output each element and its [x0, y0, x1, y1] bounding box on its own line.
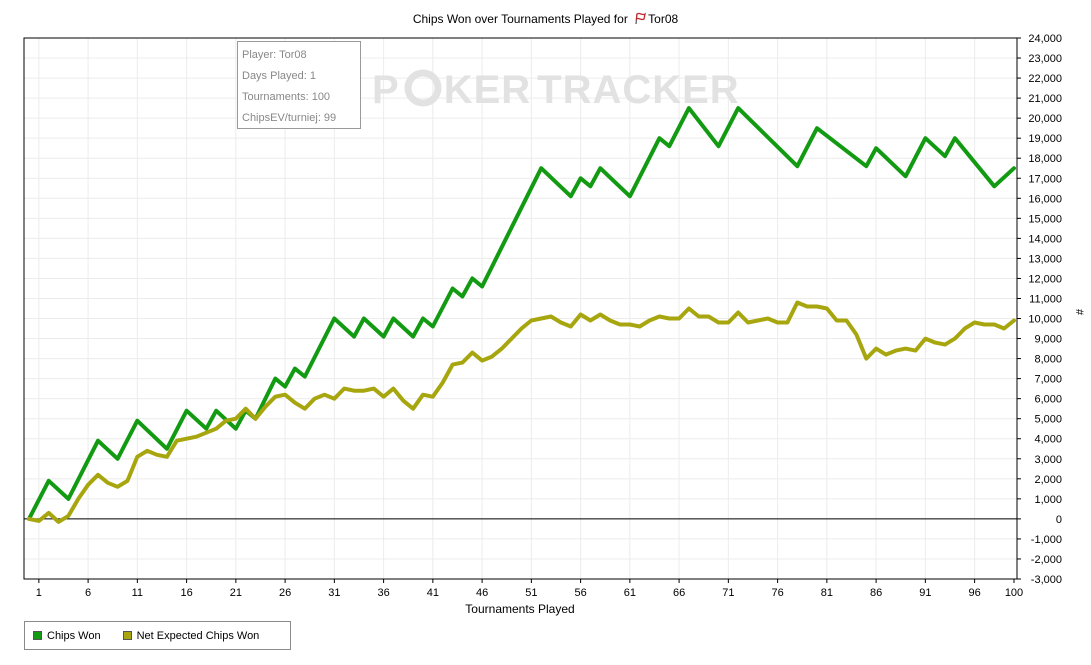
- y-tick-label: 24,000: [1028, 33, 1062, 45]
- legend-item-chips-won[interactable]: Chips Won: [33, 630, 101, 642]
- x-tick-label: 6: [85, 587, 91, 599]
- y-tick-label: 11,000: [1029, 293, 1062, 305]
- y-tick-label: 22,000: [1028, 73, 1062, 85]
- chart-title: Chips Won over Tournaments Played for To…: [0, 12, 1091, 26]
- y-tick-label: 20,000: [1028, 113, 1062, 125]
- legend-swatch-net-expected: [122, 631, 132, 640]
- legend-swatch-chips-won: [33, 631, 42, 640]
- x-tick-label: 11: [132, 587, 143, 599]
- player-info-box: Player: Tor08 Days Played: 1 Tournaments…: [237, 41, 361, 129]
- y-tick-label: 13,000: [1028, 253, 1062, 265]
- y-tick-label: 21,000: [1028, 93, 1062, 105]
- y-tick-label: 5,000: [1034, 414, 1062, 426]
- y-tick-label: 17,000: [1028, 173, 1062, 185]
- chart-legend: Chips Won Net Expected Chips Won: [24, 621, 291, 650]
- y-tick-label: 0: [1056, 514, 1062, 526]
- y-tick-label: 6,000: [1034, 394, 1062, 406]
- series-line-chips-won: [27, 106, 1016, 521]
- x-tick-label: 31: [328, 587, 340, 599]
- y-tick-label: 8,000: [1034, 354, 1062, 366]
- y-tick-label: 14,000: [1028, 233, 1062, 245]
- y-tick-label: 9,000: [1034, 334, 1062, 346]
- x-tick-label: 1: [36, 587, 42, 599]
- legend-label-net-expected: Net Expected Chips Won: [136, 629, 260, 642]
- x-tick-label: 26: [279, 587, 291, 599]
- y-tick-label: 4,000: [1034, 434, 1062, 446]
- x-tick-label: 51: [525, 587, 537, 599]
- plot-frame: [23, 37, 1018, 580]
- y-tick-label: 7,000: [1034, 374, 1062, 386]
- x-tick-label: 96: [968, 587, 980, 599]
- x-tick-label: 91: [919, 587, 931, 599]
- y-axis: -3,000 -2,000 -1,000 0 1,000 2,000 3,000 4,000 5…: [1017, 33, 1062, 586]
- x-tick-label: 81: [821, 587, 833, 599]
- x-tick-label: 16: [180, 587, 192, 599]
- y-tick-label: 10,000: [1028, 314, 1062, 326]
- y-tick-label: 15,000: [1028, 213, 1062, 225]
- x-tick-label: 76: [771, 587, 783, 599]
- info-days-played: Days Played: 1: [242, 70, 316, 82]
- x-tick-label: 66: [673, 587, 685, 599]
- series-layer: [27, 106, 1016, 524]
- y-tick-label: 12,000: [1028, 273, 1062, 285]
- info-tournaments: Tournaments: 100: [242, 91, 331, 103]
- x-axis: 1 6 11 16 21 26 31 36 41 46 51 56 61 66 71 76 81 86 91 96 10…: [36, 579, 1023, 599]
- x-tick-label: 56: [574, 587, 586, 599]
- grid: [24, 37, 1017, 580]
- x-tick-label: 46: [476, 587, 488, 599]
- legend-item-net-expected[interactable]: Net Expected Chips Won: [122, 629, 260, 642]
- x-tick-label: 100: [1005, 587, 1023, 599]
- player-flag-icon: [635, 12, 647, 25]
- watermark-chip-icon: [404, 69, 442, 107]
- info-chips-ev: ChipsEV/turniej: 99: [242, 112, 337, 124]
- y-tick-label: 3,000: [1034, 454, 1062, 466]
- x-axis-label: Tournaments Played: [465, 602, 574, 616]
- series-line-net-expected-chips-won: [27, 300, 1016, 524]
- y-tick-label: 16,000: [1028, 193, 1062, 205]
- y-tick-label: 2,000: [1034, 474, 1062, 486]
- x-tick-label: 61: [624, 587, 636, 599]
- x-tick-label: 41: [427, 587, 439, 599]
- y-tick-label: 19,000: [1028, 133, 1062, 145]
- x-tick-label: 71: [722, 587, 734, 599]
- y-tick-label: 23,000: [1028, 53, 1062, 65]
- player-name: Tor08: [648, 12, 679, 26]
- y-tick-label: -3,000: [1031, 574, 1062, 586]
- y-tick-label: -2,000: [1031, 554, 1062, 566]
- y-tick-label: -1,000: [1031, 534, 1062, 546]
- legend-label-chips-won: Chips Won: [47, 629, 101, 642]
- y-tick-label: 1,000: [1034, 494, 1062, 506]
- x-tick-label: 21: [230, 587, 242, 599]
- y-tick-label: 18,000: [1028, 153, 1062, 165]
- poker-tracker-watermark: P KER TRACKER: [372, 68, 740, 112]
- info-player: Player: Tor08: [242, 49, 307, 61]
- x-tick-label: 36: [377, 587, 389, 599]
- x-tick-label: 86: [870, 587, 882, 599]
- chart-title-prefix: Chips Won over Tournaments Played for: [412, 12, 628, 26]
- y-axis-label: #: [1073, 309, 1085, 316]
